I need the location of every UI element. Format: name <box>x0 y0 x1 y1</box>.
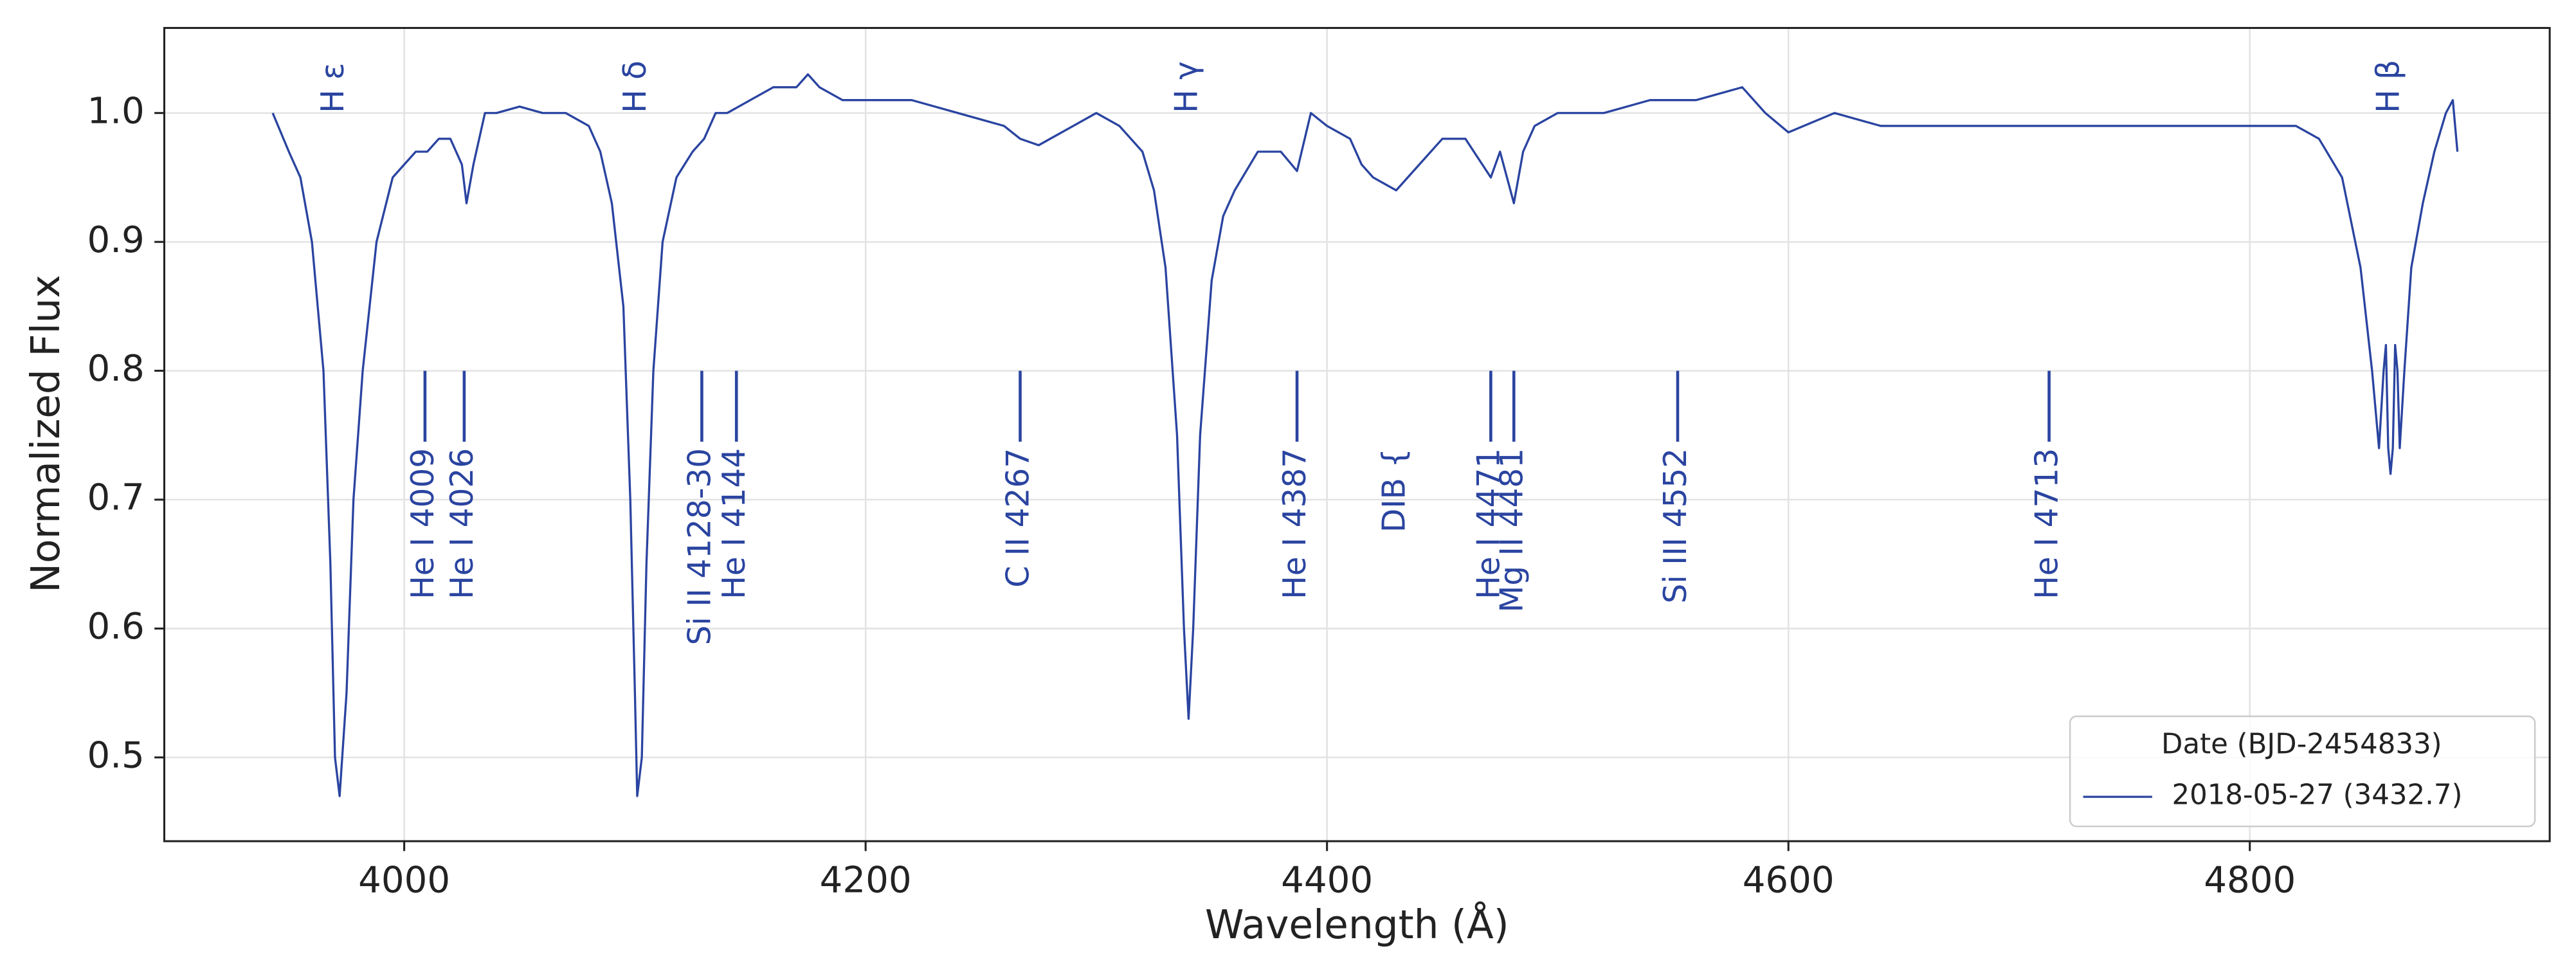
y-axis-label: Normalized Flux <box>23 275 69 593</box>
x-tick-label: 4600 <box>1743 859 1835 901</box>
x-tick-label: 4400 <box>1281 859 1373 901</box>
y-tick-label: 0.9 <box>87 219 144 261</box>
balmer-label: H β <box>2371 60 2407 113</box>
line-id-label: He I 4387 <box>1277 448 1313 599</box>
balmer-label: H δ <box>617 60 653 113</box>
legend-box <box>2069 715 2536 828</box>
x-tick-label: 4800 <box>2204 859 2296 901</box>
line-id-label: Mg II 4481 <box>1494 448 1530 613</box>
line-id-label: DIB { <box>1376 448 1412 532</box>
balmer-label: H γ <box>1168 61 1204 113</box>
y-tick-label: 1.0 <box>87 90 144 132</box>
plot-frame <box>163 26 2551 842</box>
x-tick-label: 4000 <box>358 859 450 901</box>
y-tick-label: 0.5 <box>87 734 144 776</box>
balmer-label: H ε <box>315 63 351 113</box>
y-tick-label: 0.6 <box>87 606 144 648</box>
line-id-label: Si II 4128-30 <box>682 448 718 646</box>
y-tick-label: 0.7 <box>87 477 144 519</box>
line-id-label: He I 4713 <box>2029 448 2065 599</box>
legend-title: Date (BJD-2454833) <box>2161 728 2442 760</box>
spectrum-line <box>271 73 2459 797</box>
line-id-label: He I 4144 <box>716 448 752 599</box>
line-id-label: He I 4009 <box>405 448 441 599</box>
line-id-label: C II 4267 <box>1001 448 1037 588</box>
line-id-label: Si III 4552 <box>1658 448 1694 604</box>
legend: Date (BJD-2454833) 2018-05-27 (3432.7) <box>2069 715 2536 828</box>
legend-entry: 2018-05-27 (3432.7) <box>2172 779 2463 812</box>
x-axis-label: Wavelength (Å) <box>1205 902 1509 948</box>
line-id-label: He I 4471 <box>1471 448 1507 599</box>
line-id-label: He I 4026 <box>444 448 480 599</box>
x-tick-label: 4200 <box>820 859 912 901</box>
y-tick-label: 0.8 <box>87 348 144 390</box>
